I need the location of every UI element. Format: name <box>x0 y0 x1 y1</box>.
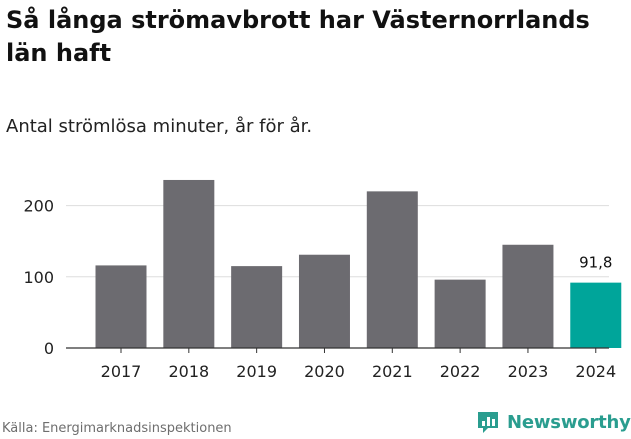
newsworthy-logo[interactable]: Newsworthy <box>475 409 631 435</box>
x-tick-label: 2023 <box>508 362 549 381</box>
newsworthy-icon <box>478 412 498 433</box>
source-note: Källa: Energimarknadsinspektionen <box>2 421 232 436</box>
y-tick-label: 200 <box>23 197 54 216</box>
bar <box>95 265 147 348</box>
data-label: 91,8 <box>579 254 612 272</box>
bar <box>298 254 350 348</box>
y-tick-label: 0 <box>44 339 54 358</box>
x-tick-label: 2017 <box>101 362 142 381</box>
x-tick-label: 2021 <box>372 362 413 381</box>
bar <box>502 244 554 348</box>
x-tick-label: 2020 <box>304 362 345 381</box>
bar <box>231 266 283 348</box>
chart-title: Så långa strömavbrott har Västernorrland… <box>6 6 590 67</box>
x-tick-label: 2024 <box>575 362 616 381</box>
bar <box>163 179 215 348</box>
bar <box>434 279 486 348</box>
x-tick-label: 2018 <box>168 362 209 381</box>
x-tick-label: 2019 <box>236 362 277 381</box>
bar <box>570 282 622 348</box>
bar <box>366 191 418 348</box>
y-tick-label: 100 <box>23 268 54 287</box>
chart-subtitle: Antal strömlösa minuter, år för år. <box>6 116 313 137</box>
brand-name: Newsworthy <box>507 411 631 433</box>
x-tick-label: 2022 <box>440 362 481 381</box>
